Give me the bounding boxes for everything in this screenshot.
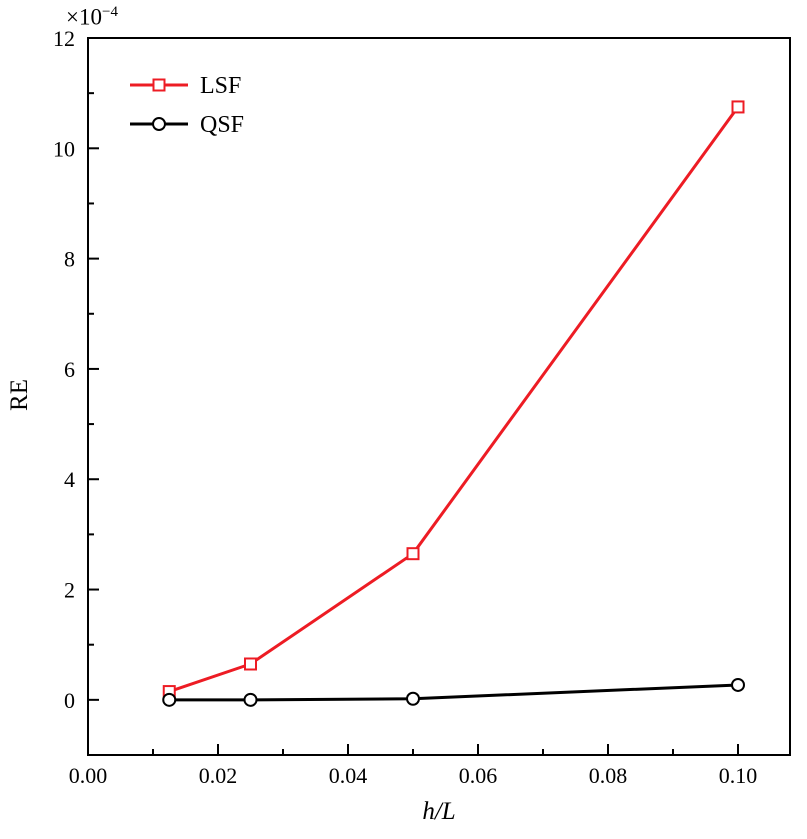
legend-label-lsf: LSF xyxy=(200,73,241,99)
x-tick-label: 0.10 xyxy=(719,763,758,788)
y-tick-label: 12 xyxy=(53,26,75,51)
qsf-marker xyxy=(406,691,420,706)
x-axis-title: h/L xyxy=(422,798,456,825)
qsf-marker xyxy=(731,677,745,692)
y-tick-label: 8 xyxy=(64,247,75,272)
qsf-marker xyxy=(243,692,258,707)
y-axis-multiplier-base: ×10 xyxy=(66,4,102,30)
lsf-marker xyxy=(406,547,420,561)
qsf-marker xyxy=(162,692,177,707)
y-tick-label: 0 xyxy=(64,688,75,713)
qsf-marker xyxy=(152,117,166,131)
x-tick-label: 0.00 xyxy=(69,763,108,788)
y-tick-label: 4 xyxy=(64,467,75,492)
y-axis-multiplier: ×10−4 xyxy=(66,4,118,31)
qsf-line xyxy=(169,683,739,702)
y-axis-multiplier-exponent: −4 xyxy=(101,4,118,20)
y-tick-label: 10 xyxy=(53,136,75,161)
lsf-line xyxy=(168,106,740,693)
x-tick-label: 0.02 xyxy=(199,763,238,788)
plot-frame xyxy=(87,37,791,756)
legend-label-qsf: QSF xyxy=(200,112,244,138)
y-axis-title: RE xyxy=(6,379,33,411)
lsf-marker xyxy=(731,100,745,114)
x-tick-label: 0.08 xyxy=(589,763,628,788)
y-tick-label: 2 xyxy=(64,578,75,603)
x-tick-label: 0.06 xyxy=(459,763,498,788)
x-tick-label: 0.04 xyxy=(329,763,368,788)
lsf-marker xyxy=(152,78,166,92)
y-tick-label: 6 xyxy=(64,357,75,382)
lsf-marker xyxy=(244,657,257,671)
